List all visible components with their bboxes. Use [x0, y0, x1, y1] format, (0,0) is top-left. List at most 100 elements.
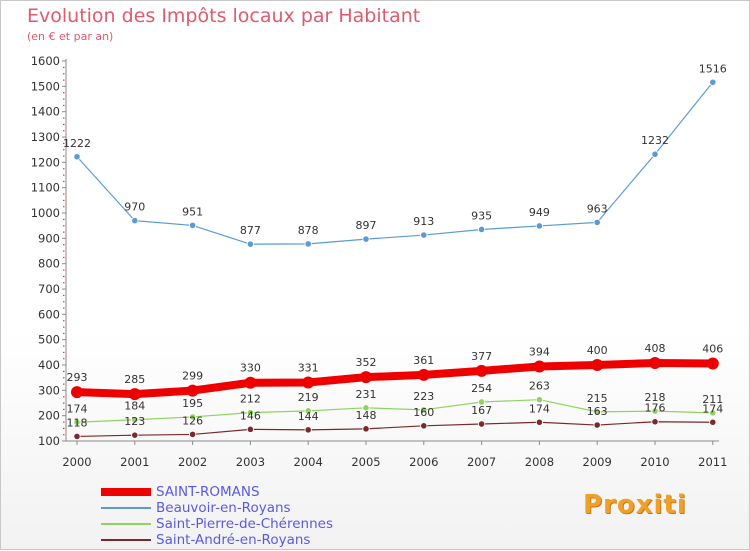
- data-point: [73, 418, 81, 426]
- y-tick-label: 1500: [31, 79, 60, 93]
- x-tick-label: 2002: [178, 455, 207, 469]
- y-minor-tick: [63, 326, 65, 328]
- y-tick-label: 400: [38, 358, 60, 372]
- data-label: 293: [67, 371, 88, 384]
- data-point: [535, 396, 544, 404]
- data-label: 146: [240, 409, 261, 422]
- x-tick-label: 2001: [120, 455, 149, 469]
- y-minor-tick: [63, 98, 65, 100]
- x-tick-label: 2004: [294, 455, 323, 469]
- y-minor-tick: [63, 73, 65, 75]
- data-point: [706, 357, 719, 370]
- data-point: [535, 222, 544, 230]
- data-point: [73, 153, 81, 161]
- legend-swatch: [101, 507, 151, 509]
- data-point: [246, 409, 254, 417]
- data-label: 352: [356, 356, 377, 369]
- series-line: [73, 358, 717, 399]
- data-label: 330: [240, 362, 261, 375]
- data-label: 223: [413, 390, 434, 403]
- data-label: 174: [67, 402, 88, 415]
- series-line: [76, 399, 714, 423]
- y-tick-label: 1600: [31, 54, 60, 68]
- data-point: [593, 218, 601, 226]
- y-minor-tick: [63, 193, 65, 195]
- proxiti-logo: Proxiti: [583, 490, 687, 520]
- data-point: [128, 388, 141, 401]
- data-label: 394: [529, 346, 550, 359]
- data-point: [302, 376, 315, 389]
- y-tick-label: 200: [38, 409, 60, 423]
- data-label: 935: [471, 209, 492, 222]
- series-1-labels: 293 285 299 330 331 352 361 377 394 400 408 406: [67, 342, 724, 386]
- series-4-labels: 118 123 126 146 144 148 160 167 174 163 176 174: [67, 402, 724, 430]
- y-minor-tick: [63, 130, 65, 132]
- series-line: [76, 81, 714, 245]
- data-label: 211: [702, 393, 723, 406]
- y-minor-tick: [63, 244, 65, 246]
- data-label: 408: [645, 342, 666, 355]
- y-tick-label: 100: [38, 434, 60, 448]
- data-label: 299: [182, 370, 203, 383]
- data-point: [362, 404, 370, 412]
- data-label: 148: [356, 409, 377, 422]
- y-minor-tick: [63, 256, 65, 259]
- y-minor-tick: [63, 92, 65, 94]
- y-minor-tick: [63, 218, 65, 221]
- data-point: [73, 432, 81, 441]
- data-point: [131, 217, 139, 225]
- data-label: 897: [356, 219, 377, 232]
- logo-text: Proxiti: [583, 490, 687, 520]
- y-minor-tick: [63, 427, 65, 430]
- y-minor-tick: [63, 421, 65, 423]
- y-minor-tick: [63, 370, 65, 373]
- data-label: 377: [471, 350, 492, 363]
- data-label: 1222: [63, 137, 91, 150]
- data-point: [709, 78, 717, 86]
- x-tick-label: 2000: [62, 455, 91, 469]
- y-minor-tick: [63, 174, 65, 176]
- series-2-labels: 1222 970 951 877 878 897 913 935 949 963 1232 1516: [63, 62, 727, 237]
- legend-swatch: [101, 488, 151, 496]
- data-label: 949: [529, 206, 550, 219]
- y-minor-tick: [63, 351, 65, 354]
- data-point: [362, 235, 370, 243]
- data-label: 970: [124, 201, 145, 214]
- y-minor-tick: [63, 104, 65, 107]
- data-label: 184: [124, 400, 145, 413]
- x-tick-label: 2009: [583, 455, 612, 469]
- data-point: [651, 407, 659, 415]
- y-tick-label: 1400: [31, 105, 60, 119]
- data-label: 195: [182, 397, 203, 410]
- y-minor-tick: [63, 275, 65, 278]
- data-label: 215: [587, 392, 608, 405]
- data-point: [362, 425, 370, 433]
- y-minor-tick: [63, 79, 65, 81]
- y-minor-tick: [63, 402, 65, 404]
- data-point: [131, 416, 139, 424]
- x-tick-label: 2007: [467, 455, 496, 469]
- series-3: [73, 396, 717, 426]
- data-point: [420, 422, 428, 430]
- data-label: 913: [413, 215, 434, 228]
- y-tick-label: 800: [38, 257, 60, 271]
- data-point: [420, 406, 428, 414]
- y-minor-tick: [63, 199, 65, 202]
- y-minor-tick: [63, 383, 65, 385]
- data-label: 118: [67, 416, 88, 429]
- x-tick-label: 2008: [525, 455, 554, 469]
- data-label: 160: [413, 406, 434, 419]
- x-tick-label: 2005: [351, 455, 380, 469]
- y-minor-tick: [63, 269, 65, 271]
- data-label: 126: [182, 414, 203, 427]
- data-point: [71, 386, 83, 399]
- legend-label: SAINT-ROMANS: [156, 484, 260, 500]
- chart-subtitle: (en € et par an): [27, 30, 114, 43]
- y-tick-label: 1300: [31, 130, 60, 144]
- y-minor-tick: [63, 123, 65, 126]
- data-label: 285: [124, 373, 145, 386]
- legend-label: Beauvoir-en-Royans: [156, 500, 291, 516]
- data-label: 231: [356, 388, 377, 401]
